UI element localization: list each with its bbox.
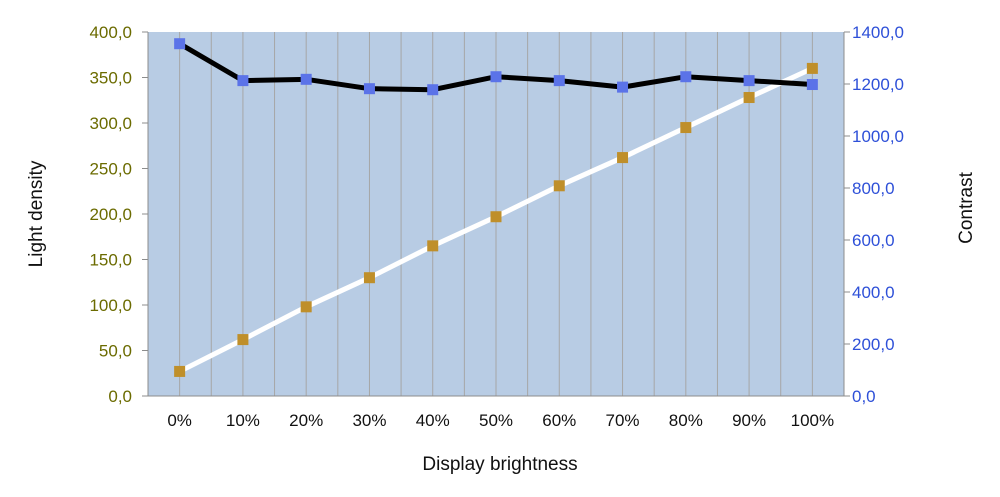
left-tick-label: 50,0 <box>99 342 132 361</box>
contrast-point <box>806 79 818 91</box>
left-tick-label: 150,0 <box>89 251 132 270</box>
x-tick-label: 30% <box>352 411 386 430</box>
light-density-point <box>427 240 439 252</box>
contrast-point <box>363 83 375 95</box>
light-density-point <box>680 122 692 134</box>
y-axis-title: Light density <box>26 160 47 267</box>
light-density-point <box>237 334 249 346</box>
light-density-point <box>174 365 186 377</box>
left-tick-label: 250,0 <box>89 160 132 179</box>
contrast-point <box>490 71 502 83</box>
left-tick-label: 100,0 <box>89 296 132 315</box>
right-tick-label: 600,0 <box>852 231 895 250</box>
right-tick-label: 1000,0 <box>852 127 904 146</box>
x-tick-label: 40% <box>416 411 450 430</box>
x-tick-label: 50% <box>479 411 513 430</box>
light-density-point <box>363 272 375 284</box>
contrast-point <box>617 81 629 93</box>
contrast-point <box>237 75 249 87</box>
contrast-point <box>300 73 312 85</box>
right-tick-label: 400,0 <box>852 283 895 302</box>
light-density-point <box>617 152 629 164</box>
contrast-point <box>743 75 755 87</box>
y2-axis-title: Contrast <box>956 171 977 244</box>
right-tick-label: 0,0 <box>852 387 876 406</box>
x-tick-label: 20% <box>289 411 323 430</box>
x-tick-label: 80% <box>669 411 703 430</box>
x-axis-title: Display brightness <box>422 454 577 475</box>
right-tick-label: 800,0 <box>852 179 895 198</box>
right-tick-label: 200,0 <box>852 335 895 354</box>
right-axis-ticks: 0,0 200,0 400,0 600,0 800,0 1000,0 1200,0 1400,… <box>844 23 904 406</box>
x-tick-label: 60% <box>542 411 576 430</box>
left-tick-label: 350,0 <box>89 69 132 88</box>
x-tick-label: 0% <box>167 411 192 430</box>
x-tick-label: 10% <box>226 411 260 430</box>
x-tick-label: 100% <box>791 411 834 430</box>
left-tick-label: 300,0 <box>89 114 132 133</box>
light-density-point <box>300 301 312 313</box>
light-density-point <box>553 180 565 192</box>
light-density-point <box>806 62 818 74</box>
series-layer <box>174 38 818 377</box>
contrast-point <box>427 84 439 96</box>
x-tick-label: 70% <box>606 411 640 430</box>
left-tick-label: 0,0 <box>108 387 132 406</box>
contrast-point <box>174 38 186 50</box>
x-axis-ticks: 0% 10% 20% 30% 40% 50% 60% 70% 80% 90% 100% <box>167 411 834 430</box>
light-density-point <box>743 92 755 104</box>
contrast-point <box>680 71 692 83</box>
contrast-point <box>553 75 565 87</box>
right-tick-label: 1400,0 <box>852 23 904 42</box>
x-tick-label: 90% <box>732 411 766 430</box>
right-tick-label: 1200,0 <box>852 75 904 94</box>
left-axis-ticks: 0,0 50,0 100,0 150,0 200,0 250,0 300,0 350,0 400… <box>89 23 148 406</box>
light-density-point <box>490 211 502 223</box>
left-tick-label: 400,0 <box>89 23 132 42</box>
left-tick-label: 200,0 <box>89 205 132 224</box>
